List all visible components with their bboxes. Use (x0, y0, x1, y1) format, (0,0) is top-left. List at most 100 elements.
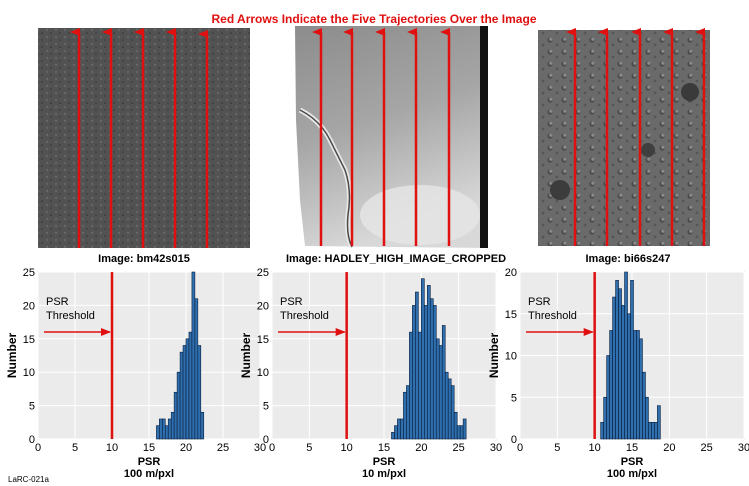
x-tick-label: 25 (217, 442, 229, 454)
histogram-bar (453, 411, 458, 440)
y-axis-label: Number (5, 333, 19, 379)
y-axis-label: Number (239, 333, 253, 379)
y-tick-label: 5 (511, 392, 517, 404)
histogram-bar (412, 305, 416, 440)
x-tick-label: 15 (626, 442, 638, 454)
x-axis-label: PSR (621, 456, 644, 468)
trajectory-arrows-2 (312, 28, 451, 246)
histogram-bar (409, 331, 413, 440)
x-tick-label: 5 (554, 442, 560, 454)
histogram-bar (459, 425, 464, 440)
x-tick-label: 0 (517, 442, 523, 454)
y-tick-label: 5 (29, 401, 35, 413)
x-tick-label: 10 (106, 442, 118, 454)
histogram-bar (642, 371, 646, 440)
y-tick-label: 15 (23, 334, 35, 346)
histogram-bar (191, 271, 196, 440)
image-caption-3: Image: bi66s247 (586, 253, 671, 265)
x-axis-label: PSR (373, 456, 396, 468)
x-tick-label: 10 (341, 442, 353, 454)
x-tick-label: 15 (378, 442, 390, 454)
histogram-bar (173, 391, 178, 440)
credit-label: LaRC-021a (8, 475, 49, 484)
histogram-bar (657, 405, 661, 440)
histogram-bar (441, 325, 446, 440)
lunar-image-3 (538, 30, 710, 246)
histogram-bar (444, 371, 449, 440)
histogram-bar (182, 345, 187, 440)
histogram-bar (391, 432, 395, 440)
histogram-bar (456, 425, 461, 440)
image-panel-3: Image: bi66s247 (538, 28, 710, 265)
threshold-label: Threshold (46, 310, 95, 322)
histogram-bar (162, 418, 166, 440)
histogram-bar (397, 418, 401, 440)
image-caption-1: Image: bm42s015 (98, 253, 190, 265)
histogram-bar (415, 291, 419, 440)
image-caption-2: Image: HADLEY_HIGH_IMAGE_CROPPED (286, 253, 506, 265)
threshold-label: PSR (46, 296, 69, 308)
histogram-bar (179, 351, 184, 440)
histogram-bar (400, 418, 404, 440)
y-tick-label: 10 (505, 351, 517, 363)
histogram-bar (159, 418, 163, 440)
histogram-bar (654, 421, 658, 440)
x-tick-label: 25 (701, 442, 713, 454)
histogram-bar (615, 280, 619, 440)
histogram-bar (645, 396, 649, 440)
x-tick-label: 5 (72, 442, 78, 454)
x-tick-label: 20 (180, 442, 192, 454)
y-tick-label: 0 (511, 434, 517, 446)
histogram-bar (627, 313, 631, 440)
x-axis-unit: 10 m/pxl (362, 468, 406, 480)
histogram-bar (630, 280, 634, 440)
histogram-bar (170, 411, 175, 440)
y-tick-label: 20 (505, 267, 517, 279)
histogram-bar (603, 396, 607, 440)
histogram-bar (606, 355, 610, 440)
figure-title: Red Arrows Indicate the Five Trajectorie… (211, 12, 536, 26)
histogram-bar (624, 271, 628, 440)
y-tick-label: 25 (23, 267, 35, 279)
histogram-bar (424, 305, 428, 440)
x-tick-label: 20 (663, 442, 675, 454)
histogram-bar (609, 330, 613, 440)
x-axis-unit: 100 m/pxl (607, 468, 657, 480)
y-tick-label: 20 (257, 300, 269, 312)
histogram-bar (156, 425, 160, 440)
histogram-bar (194, 298, 199, 440)
y-tick-label: 10 (257, 367, 269, 379)
histogram-bar (432, 305, 437, 440)
y-tick-label: 15 (257, 334, 269, 346)
x-axis-unit: 100 m/pxl (124, 468, 174, 480)
x-tick-label: 30 (738, 442, 749, 454)
trajectory-arrows-3 (566, 28, 706, 246)
histogram-bar (636, 330, 640, 440)
y-tick-label: 25 (257, 267, 269, 279)
threshold-label: Threshold (280, 310, 329, 322)
histogram-bar (394, 425, 398, 440)
histogram-bar (621, 305, 625, 440)
histogram-bar (612, 296, 616, 440)
histogram-bar (633, 330, 637, 440)
threshold-label: Threshold (528, 310, 577, 322)
histogram-bar (185, 338, 190, 440)
y-tick-label: 20 (23, 300, 35, 312)
x-tick-label: 5 (306, 442, 312, 454)
histogram-bar (651, 421, 655, 440)
y-tick-label: 0 (29, 434, 35, 446)
histogram-bar (447, 378, 452, 440)
histogram-bar (462, 418, 467, 440)
histogram-bar (418, 331, 422, 440)
histogram-bar (164, 425, 169, 440)
y-tick-label: 10 (23, 367, 35, 379)
y-tick-label: 0 (263, 434, 269, 446)
x-tick-label: 20 (415, 442, 427, 454)
y-axis-label: Number (487, 333, 501, 379)
histogram-bar (188, 331, 193, 440)
histogram-bar (639, 338, 643, 440)
